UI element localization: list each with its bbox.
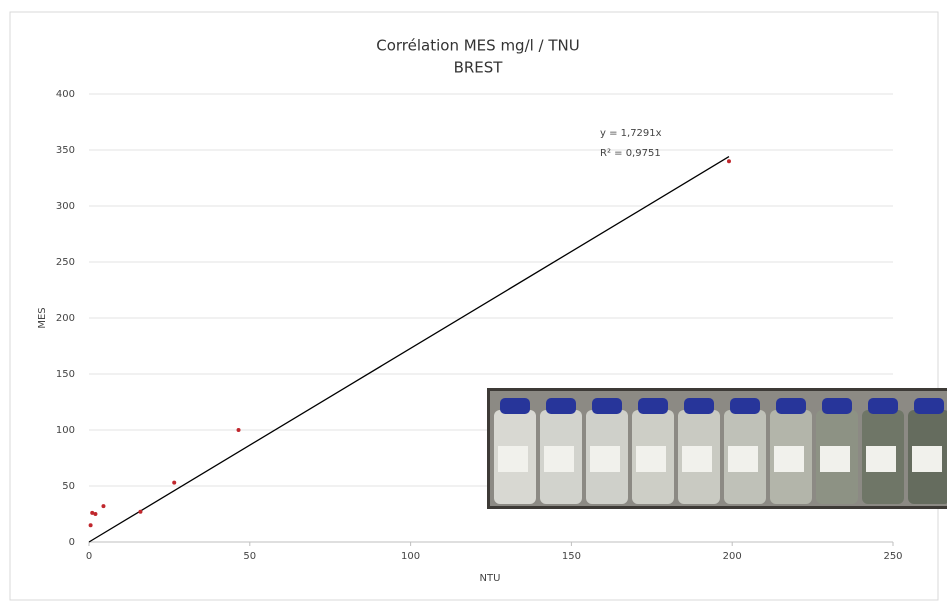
- chart-title: Corrélation MES mg/l / TNU: [376, 37, 580, 55]
- y-tick-label: 350: [56, 145, 75, 156]
- bottle-cap: [546, 398, 576, 414]
- chart-subtitle: BREST: [454, 59, 504, 77]
- y-tick-label: 250: [56, 257, 75, 268]
- point: [138, 510, 142, 514]
- x-axis-label: NTU: [480, 573, 501, 584]
- bottle-cap: [914, 398, 944, 414]
- chart-frame: [10, 12, 938, 600]
- bottle-label: [912, 446, 942, 472]
- trendline-r2: R² = 0,9751: [600, 148, 661, 159]
- x-tick-label: 0: [86, 551, 92, 562]
- y-tick-label: 200: [56, 313, 75, 324]
- x-tick-label: 50: [243, 551, 256, 562]
- bottle-label: [590, 446, 620, 472]
- bottle-label: [498, 446, 528, 472]
- y-tick-label: 0: [69, 537, 75, 548]
- y-tick-label: 50: [62, 481, 75, 492]
- y-axis-label: MES: [37, 307, 48, 328]
- point: [727, 159, 731, 163]
- bottle-cap: [684, 398, 714, 414]
- bottle-cap: [868, 398, 898, 414]
- point: [101, 504, 105, 508]
- y-tick-label: 100: [56, 425, 75, 436]
- point: [237, 428, 241, 432]
- bottle-label: [636, 446, 666, 472]
- bottle-cap: [592, 398, 622, 414]
- trendline-equation: y = 1,7291x: [600, 128, 662, 139]
- y-tick-label: 150: [56, 369, 75, 380]
- point: [93, 512, 97, 516]
- bottle-label: [544, 446, 574, 472]
- point: [89, 523, 93, 527]
- x-tick-label: 100: [401, 551, 420, 562]
- photo-inset: [487, 388, 947, 509]
- bottle-label: [866, 446, 896, 472]
- bottle-cap: [500, 398, 530, 414]
- bottle-cap: [730, 398, 760, 414]
- bottle-label: [682, 446, 712, 472]
- x-tick-label: 200: [723, 551, 742, 562]
- bottle-label: [774, 446, 804, 472]
- bottle-cap: [776, 398, 806, 414]
- bottle-cap: [822, 398, 852, 414]
- y-tick-label: 400: [56, 89, 75, 100]
- y-tick-label: 300: [56, 201, 75, 212]
- bottle-label: [820, 446, 850, 472]
- point: [172, 481, 176, 485]
- x-tick-label: 250: [883, 551, 902, 562]
- chart: Corrélation MES mg/l / TNU BREST NTU MES…: [0, 0, 947, 602]
- bottle-label: [728, 446, 758, 472]
- bottle-cap: [638, 398, 668, 414]
- x-tick-label: 150: [562, 551, 581, 562]
